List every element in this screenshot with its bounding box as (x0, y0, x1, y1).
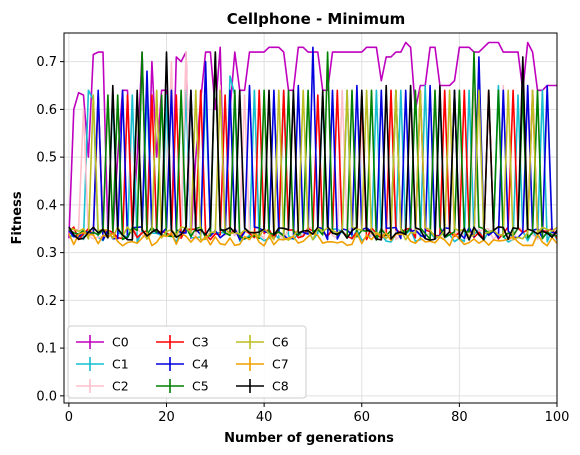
legend-label-c4: C4 (192, 357, 209, 372)
legend-label-c1: C1 (112, 357, 129, 372)
legend-label-c8: C8 (272, 379, 289, 394)
legend: C0 C1 C2 C3 C4 C5 C6 C7 C8 (67, 325, 307, 399)
series-line-c6 (68, 89, 557, 241)
x-tick-label: 100 (545, 410, 570, 425)
x-tick-label: 0 (65, 410, 73, 425)
plot-frame (63, 32, 558, 404)
series-line-c5 (68, 51, 557, 241)
y-tick-label: 0.2 (36, 294, 57, 309)
y-tick-label: 0.7 (36, 55, 57, 70)
legend-label-c6: C6 (272, 335, 289, 350)
x-axis-label: Number of generations (224, 431, 394, 446)
legend-label-c5: C5 (192, 379, 209, 394)
y-tick-label: 0.1 (36, 342, 57, 357)
legend-box (67, 325, 307, 399)
y-tick-label: 0.5 (36, 151, 57, 166)
y-tick-label: 0.3 (36, 246, 57, 261)
series-line-c7 (68, 231, 557, 247)
legend-label-c7: C7 (272, 357, 289, 372)
x-tick-label: 40 (256, 410, 273, 425)
series-line-c8 (68, 51, 557, 241)
x-tick-label: 20 (158, 410, 175, 425)
legend-label-c3: C3 (192, 335, 209, 350)
y-tick-label: 0.0 (36, 389, 57, 404)
y-tick-label: 0.6 (36, 103, 57, 118)
y-tick-label: 0.4 (36, 198, 57, 213)
legend-label-c2: C2 (112, 379, 129, 394)
x-tick-label: 60 (353, 410, 370, 425)
y-axis-label: Fitness (10, 191, 25, 244)
series-group (68, 41, 557, 247)
chart-title: Cellphone - Minimum (227, 10, 406, 28)
axis-ticks: 0 20 40 60 80 100 0.0 0.1 0.2 0.3 0.4 0.5 0.6 0.7 (36, 55, 569, 425)
x-tick-label: 80 (451, 410, 468, 425)
legend-label-c0: C0 (112, 335, 129, 350)
